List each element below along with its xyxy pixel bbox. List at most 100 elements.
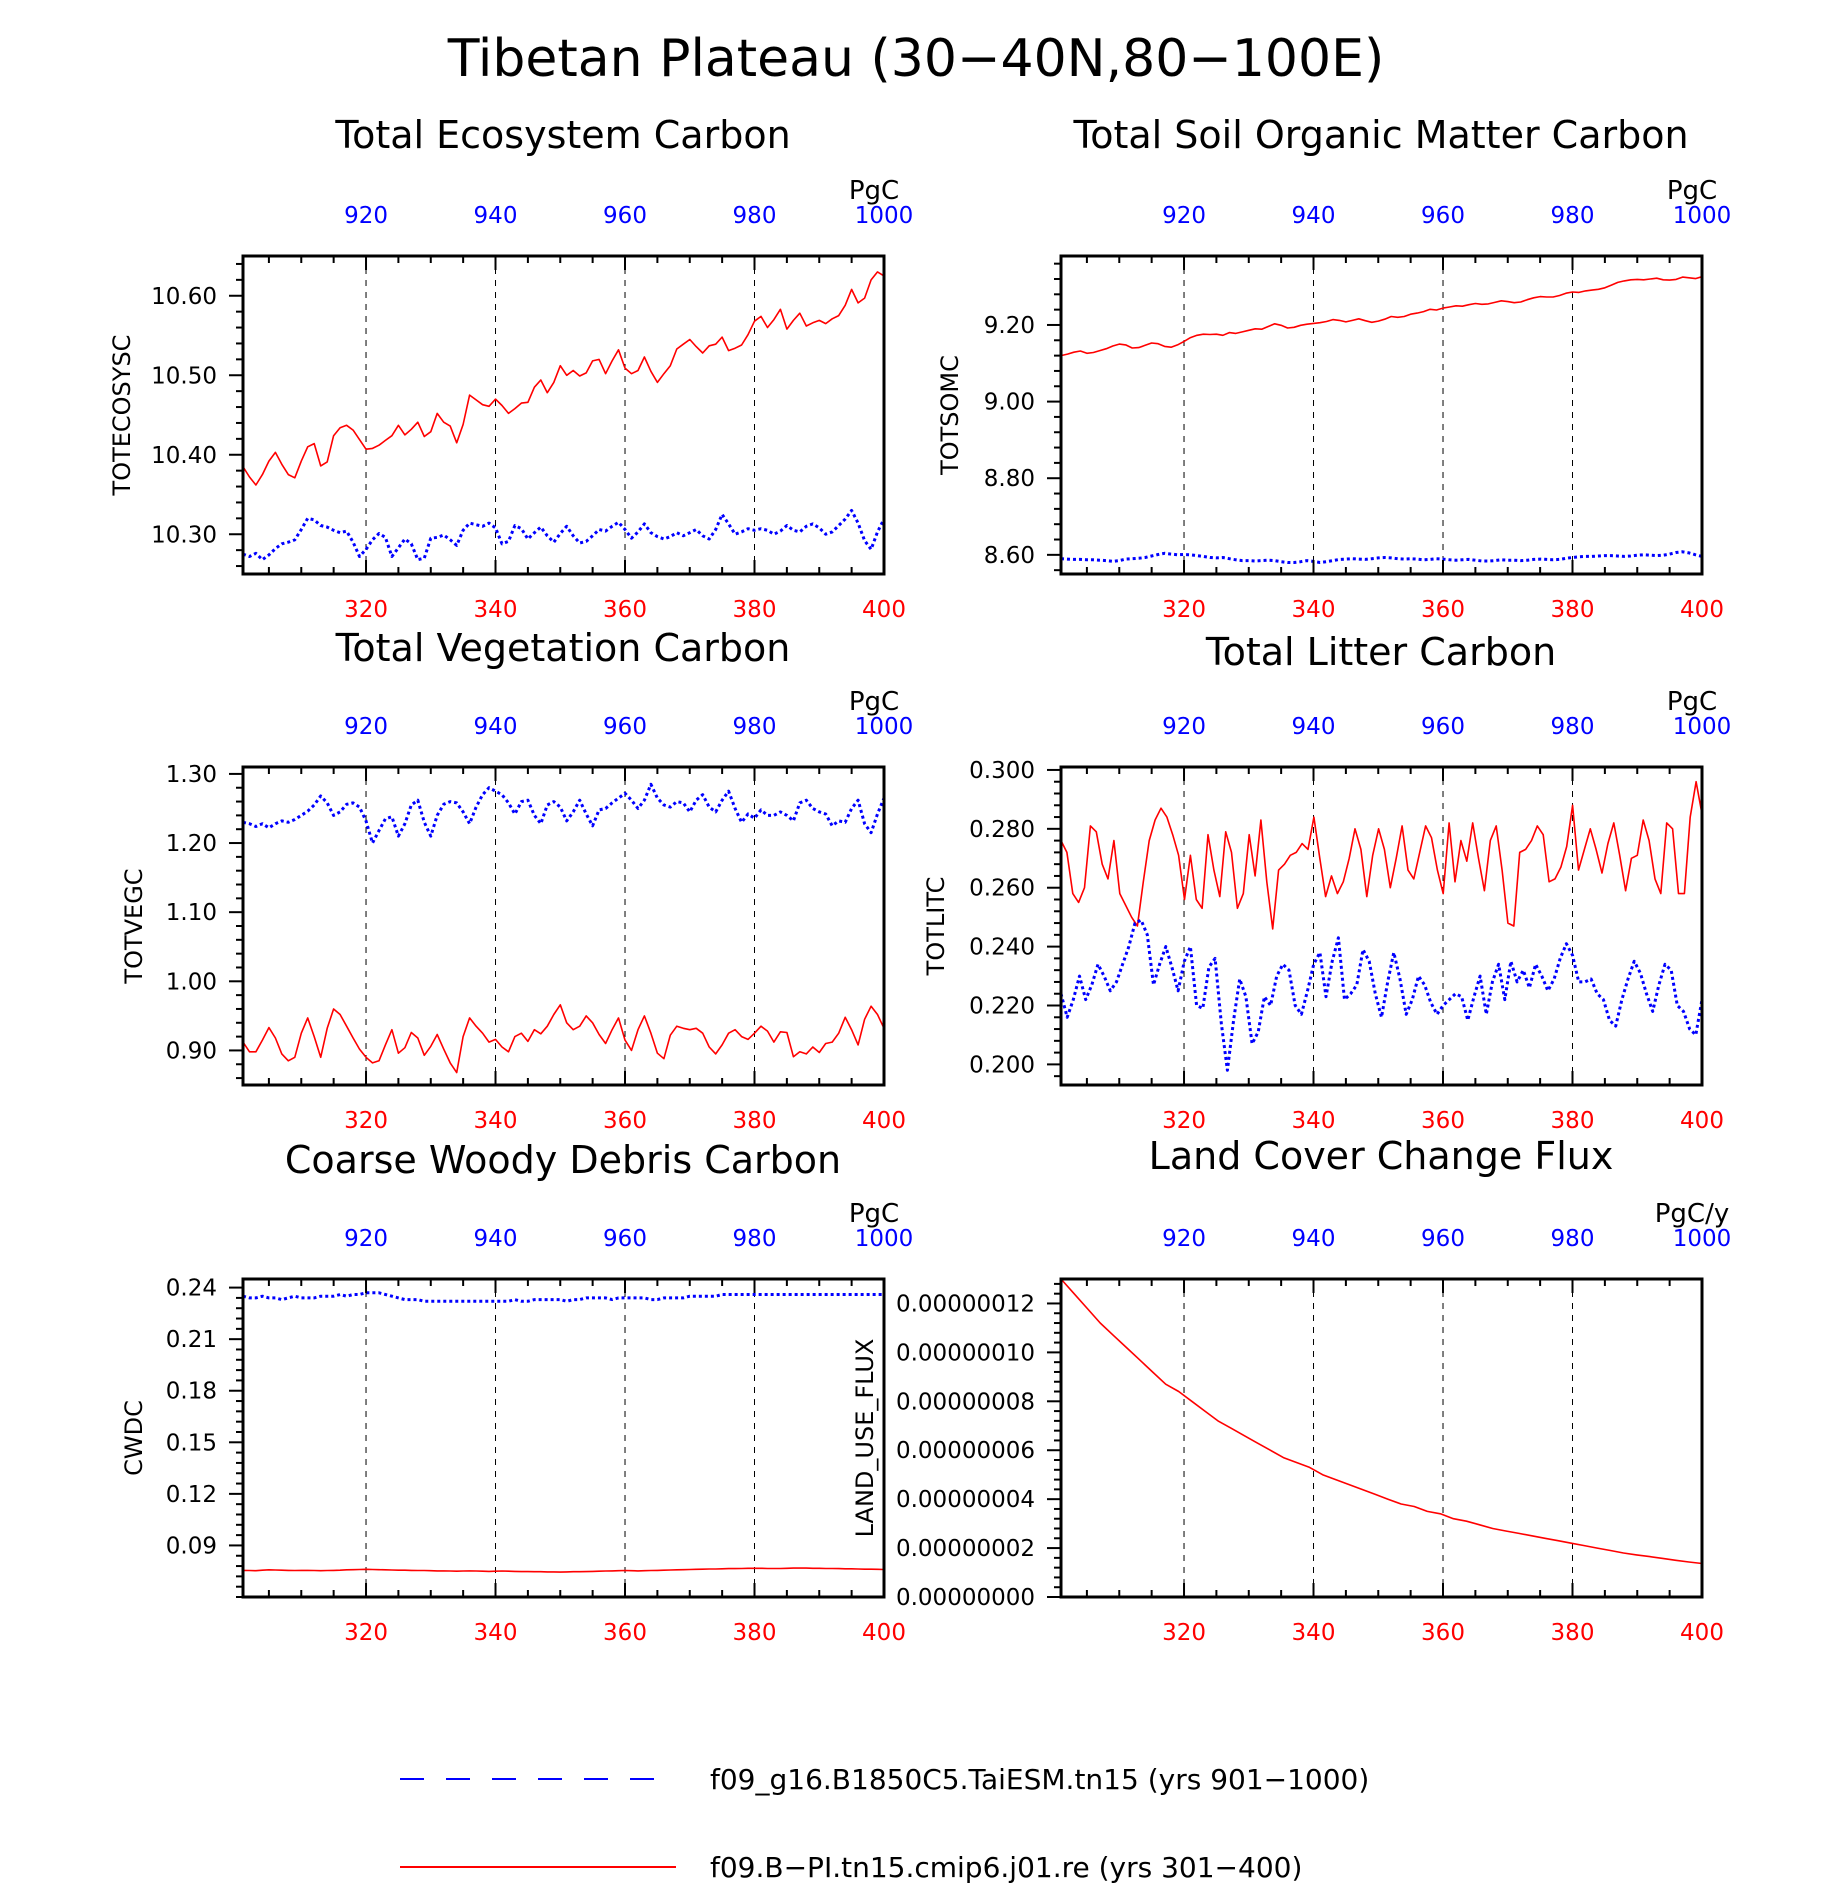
y-axis-label: TOTSOMC	[936, 355, 964, 476]
legend-label-red: f09.B−PI.tn15.cmip6.j01.re (yrs 301−400)	[710, 1851, 1302, 1884]
x-tick-label-top: 980	[733, 203, 777, 229]
x-tick-label-top: 980	[1551, 714, 1595, 740]
x-tick-label-bottom: 320	[344, 1620, 388, 1646]
chart-panel-2: Total Vegetation Carbon PgC TOTVEGC 320 340 3…	[120, 626, 913, 1134]
x-tick-label-bottom: 360	[1421, 1620, 1465, 1646]
x-tick-label-top: 980	[733, 714, 777, 740]
unit-label: PgC	[849, 687, 899, 717]
series-line-red	[242, 1003, 885, 1074]
x-tick-label-bottom: 360	[603, 1620, 647, 1646]
y-tick-label: 0.21	[166, 1327, 217, 1353]
y-axis-label: LAND_USE_FLUX	[851, 1339, 879, 1538]
y-tick-label: 0.00000012	[896, 1291, 1035, 1317]
x-tick-label-top: 1000	[1673, 714, 1732, 740]
x-tick-label-top: 960	[1421, 1226, 1465, 1252]
plot-frame	[1059, 765, 1704, 1087]
x-tick-label-top: 920	[344, 203, 388, 229]
x-tick-label-top: 1000	[855, 714, 914, 740]
x-tick-label-bottom: 340	[1292, 597, 1336, 623]
y-tick-label: 0.90	[166, 1038, 217, 1064]
unit-label: PgC/y	[1655, 1199, 1729, 1229]
y-tick-label: 1.20	[166, 831, 217, 857]
chart-panel-5: Land Cover Change Flux PgC/y LAND_USE_FLUX…	[851, 1134, 1731, 1646]
x-tick-label-bottom: 320	[344, 597, 388, 623]
x-tick-label-bottom: 400	[1680, 1620, 1724, 1646]
y-tick-label: 0.00000010	[896, 1340, 1035, 1366]
y-tick-label: 0.200	[969, 1052, 1035, 1078]
x-tick-label-top: 960	[603, 203, 647, 229]
x-tick-label-top: 1000	[1673, 1226, 1732, 1252]
x-tick-label-top: 920	[1162, 1226, 1206, 1252]
y-tick-label: 1.00	[166, 969, 217, 995]
x-tick-label-bottom: 340	[474, 1620, 518, 1646]
chart-title: Coarse Woody Debris Carbon	[285, 1138, 841, 1182]
x-tick-label-top: 960	[603, 1226, 647, 1252]
x-tick-label-bottom: 400	[1680, 1108, 1724, 1134]
chart-title: Total Ecosystem Carbon	[334, 113, 790, 157]
y-tick-label: 0.00000002	[896, 1536, 1035, 1562]
y-axis-label: TOTECOSYSC	[108, 335, 136, 497]
y-tick-label: 0.280	[969, 817, 1035, 843]
x-tick-label-top: 940	[1292, 1226, 1336, 1252]
x-tick-label-top: 960	[1421, 714, 1465, 740]
y-tick-label: 0.260	[969, 876, 1035, 902]
plot-frame	[241, 1277, 886, 1599]
chart-title: Total Soil Organic Matter Carbon	[1072, 113, 1688, 157]
x-tick-label-top: 940	[474, 714, 518, 740]
x-tick-label-top: 1000	[855, 1226, 914, 1252]
figure-title: Tibetan Plateau (30−40N,80−100E)	[447, 29, 1385, 89]
chart-title: Total Vegetation Carbon	[335, 626, 791, 670]
series-line-blue	[242, 1291, 884, 1303]
y-axis-label: TOTVEGC	[120, 868, 148, 984]
series-line-blue	[1060, 550, 1703, 564]
y-tick-label: 8.60	[984, 543, 1035, 569]
x-tick-label-top: 960	[603, 714, 647, 740]
y-tick-label: 0.18	[166, 1379, 217, 1405]
x-tick-label-top: 960	[1421, 203, 1465, 229]
x-tick-label-bottom: 360	[1421, 597, 1465, 623]
x-tick-label-top: 980	[733, 1226, 777, 1252]
chart-panel-3: Total Litter Carbon PgC TOTLITC 320 340 360 38…	[922, 630, 1731, 1134]
x-tick-label-bottom: 340	[474, 597, 518, 623]
y-tick-label: 0.240	[969, 935, 1035, 961]
x-tick-label-bottom: 380	[1551, 1620, 1595, 1646]
y-tick-label: 9.00	[984, 390, 1035, 416]
x-tick-label-top: 940	[474, 1226, 518, 1252]
y-tick-label: 0.00000000	[896, 1585, 1035, 1611]
x-tick-label-bottom: 360	[1421, 1108, 1465, 1134]
x-tick-label-bottom: 400	[862, 597, 906, 623]
chart-title: Land Cover Change Flux	[1149, 1134, 1614, 1178]
y-tick-label: 0.24	[166, 1276, 217, 1302]
x-tick-label-top: 940	[1292, 203, 1336, 229]
x-tick-label-bottom: 320	[1162, 1620, 1206, 1646]
x-tick-label-bottom: 380	[1551, 597, 1595, 623]
y-axis-label: TOTLITC	[922, 877, 950, 977]
plot-frame	[241, 254, 886, 576]
series-line-red	[1060, 1278, 1703, 1565]
x-tick-label-bottom: 360	[603, 1108, 647, 1134]
series-line-red	[242, 271, 885, 486]
plot-frame	[1059, 254, 1704, 576]
x-tick-label-bottom: 380	[733, 1620, 777, 1646]
y-tick-label: 0.220	[969, 994, 1035, 1020]
y-tick-label: 10.60	[151, 284, 217, 310]
y-tick-label: 10.30	[151, 522, 217, 548]
x-tick-label-bottom: 400	[862, 1108, 906, 1134]
x-tick-label-bottom: 340	[1292, 1620, 1336, 1646]
y-tick-label: 0.15	[166, 1430, 217, 1456]
x-tick-label-bottom: 340	[474, 1108, 518, 1134]
series-line-red	[1060, 780, 1703, 930]
chart-panel-1: Total Soil Organic Matter Carbon PgC TOTSO…	[936, 113, 1731, 623]
y-tick-label: 8.80	[984, 466, 1035, 492]
series-line-blue	[242, 508, 886, 562]
x-tick-label-top: 920	[1162, 714, 1206, 740]
series-line-red	[1060, 275, 1703, 357]
panels: Total Ecosystem Carbon PgC TOTECOSYSC 320 34…	[108, 113, 1731, 1646]
y-tick-label: 10.40	[151, 443, 217, 469]
y-tick-label: 0.00000008	[896, 1389, 1035, 1415]
chart-panel-4: Coarse Woody Debris Carbon PgC CWDC 320 340 3…	[120, 1138, 913, 1646]
series-line-blue	[242, 782, 886, 845]
unit-label: PgC	[1667, 176, 1717, 206]
x-tick-label-top: 1000	[1673, 203, 1732, 229]
